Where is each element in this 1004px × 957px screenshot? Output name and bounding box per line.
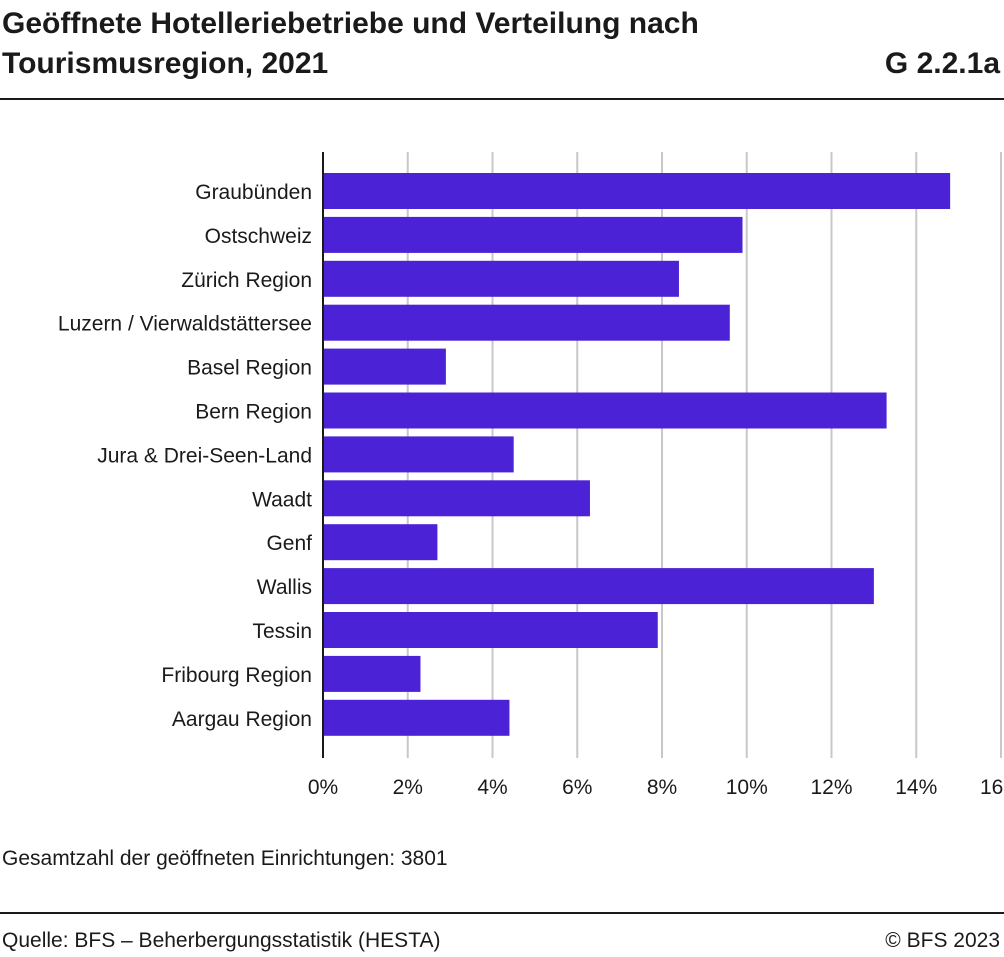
x-tick-label: 6% bbox=[562, 776, 592, 799]
figure-id: G 2.2.1a bbox=[884, 47, 1000, 80]
category-label: Fribourg Region bbox=[161, 664, 312, 687]
category-label: Ostschweiz bbox=[205, 225, 312, 248]
x-tick-label: 12% bbox=[810, 776, 852, 799]
source-text: Quelle: BFS – Beherbergungsstatistik (HE… bbox=[2, 929, 441, 952]
category-label: Zürich Region bbox=[181, 269, 312, 292]
category-label: Jura & Drei-Seen-Land bbox=[97, 444, 312, 467]
bar bbox=[323, 348, 446, 385]
bar bbox=[323, 173, 951, 209]
bars bbox=[323, 173, 951, 736]
bar bbox=[323, 436, 514, 473]
copyright-text: © BFS 2023 bbox=[885, 929, 1000, 952]
x-tick-labels: 0% 2% 4% 6% 8% 10% 12% 14% 16% bbox=[308, 776, 1004, 799]
bar bbox=[323, 524, 438, 561]
bar bbox=[323, 612, 658, 648]
x-tick-label: 16% bbox=[980, 776, 1004, 799]
category-label: Bern Region bbox=[195, 401, 312, 424]
bottom-rule bbox=[0, 912, 1004, 914]
chart-title: Geöffnete Hotelleriebetriebe und Verteil… bbox=[2, 7, 699, 80]
bar bbox=[323, 216, 743, 253]
x-tick-label: 4% bbox=[477, 776, 507, 799]
category-label: Genf bbox=[266, 532, 312, 555]
category-label: Basel Region bbox=[187, 357, 312, 380]
x-tick-label: 14% bbox=[895, 776, 937, 799]
bar bbox=[323, 655, 421, 692]
category-label: Aargau Region bbox=[172, 708, 312, 731]
category-labels: Graubünden Ostschweiz Zürich Region Luzern … bbox=[58, 181, 312, 731]
category-label: Waadt bbox=[252, 488, 312, 511]
x-tick-label: 8% bbox=[647, 776, 677, 799]
bar bbox=[323, 480, 590, 517]
bar bbox=[323, 260, 679, 297]
bar bbox=[323, 699, 510, 736]
category-label: Luzern / Vierwaldstättersee bbox=[58, 313, 312, 336]
x-tick-label: 2% bbox=[393, 776, 423, 799]
category-label: Wallis bbox=[257, 576, 312, 599]
bar-chart: Graubünden Ostschweiz Zürich Region Luzern … bbox=[58, 152, 1004, 799]
bar bbox=[323, 568, 874, 605]
bar bbox=[323, 392, 887, 429]
x-tick-label: 10% bbox=[726, 776, 768, 799]
x-tick-label: 0% bbox=[308, 776, 338, 799]
category-label: Graubünden bbox=[195, 181, 312, 204]
bar bbox=[323, 304, 730, 341]
top-rule bbox=[0, 98, 1004, 100]
total-note: Gesamtzahl der geöffneten Einrichtungen:… bbox=[2, 847, 448, 870]
category-label: Tessin bbox=[252, 620, 312, 643]
